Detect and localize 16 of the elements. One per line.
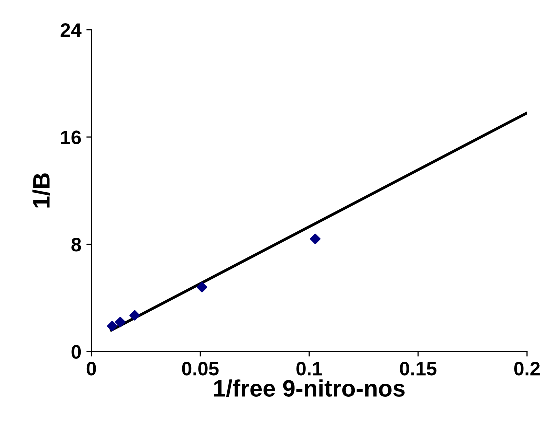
x-tick-label: 0.2 <box>514 362 540 376</box>
point <box>115 316 126 328</box>
point <box>196 282 208 293</box>
point <box>107 321 118 332</box>
x-tick-label: 0.1 <box>296 362 322 376</box>
y-axis-title: 1/B <box>32 174 50 208</box>
point <box>310 234 321 244</box>
x-tick-label: 0 <box>86 362 96 376</box>
point <box>130 310 140 321</box>
x-axis-title: 1/free 9-nitro-nos <box>214 380 405 398</box>
y-tick-label: 8 <box>72 238 82 252</box>
y-tick-label: 16 <box>61 130 82 145</box>
x-tick-label: 0.05 <box>182 362 219 376</box>
x-tick-label: 0.15 <box>400 362 437 376</box>
y-tick-label: 0 <box>72 345 82 360</box>
y-tick-label: 24 <box>60 24 82 38</box>
